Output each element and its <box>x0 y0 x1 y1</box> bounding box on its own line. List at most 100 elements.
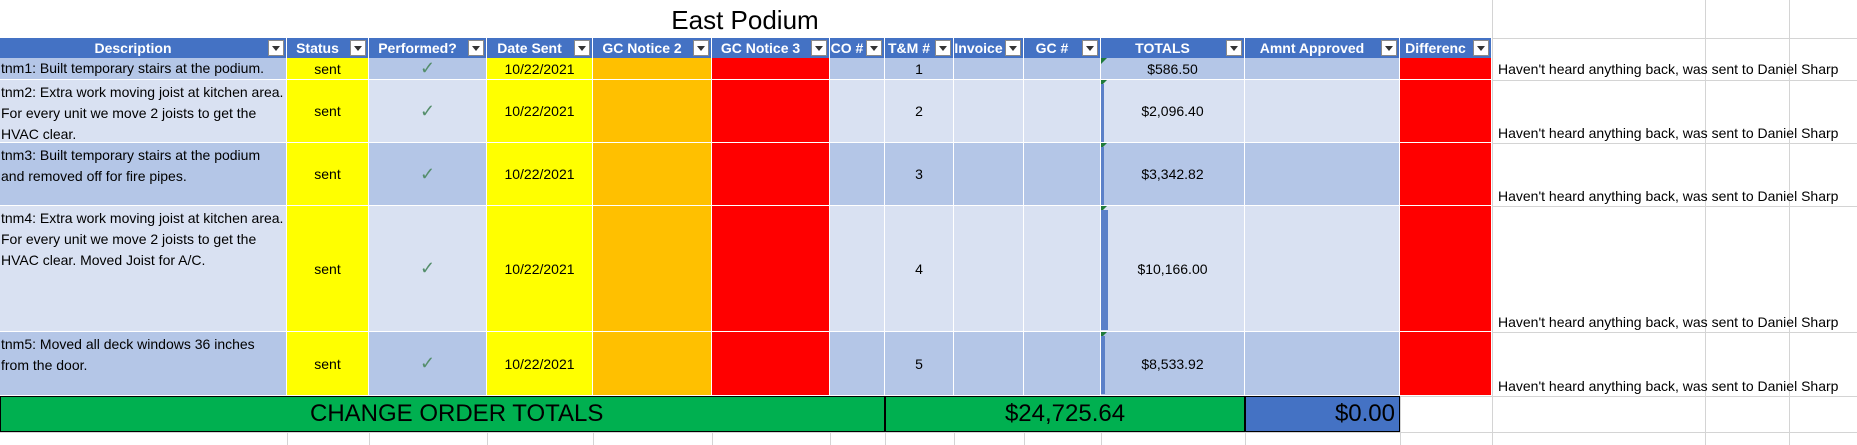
check-icon[interactable]: ✓ <box>369 332 487 396</box>
filter-active-icon[interactable] <box>468 40 484 56</box>
cell-invoice[interactable] <box>954 332 1024 396</box>
cell-description[interactable]: tnm2: Extra work moving joist at kitchen… <box>0 80 287 143</box>
header-co-number[interactable]: CO # <box>830 38 885 58</box>
header-gc-notice-2[interactable]: GC Notice 2 <box>593 38 712 58</box>
cell-status[interactable]: sent <box>287 80 369 143</box>
cell-gc-notice-3[interactable] <box>712 80 830 143</box>
cell-co-number[interactable] <box>830 206 885 332</box>
cell-note[interactable]: Haven't heard anything back, was sent to… <box>1498 188 1839 204</box>
cell-status[interactable]: sent <box>287 332 369 396</box>
cell-gc-notice-2[interactable] <box>593 143 712 206</box>
cell-tm-number[interactable]: 1 <box>885 58 954 80</box>
cell-status[interactable]: sent <box>287 58 369 80</box>
cell-co-number[interactable] <box>830 332 885 396</box>
cell-gc-notice-2[interactable] <box>593 58 712 80</box>
cell-gc-notice-2[interactable] <box>593 206 712 332</box>
cell-total[interactable]: $3,342.82 <box>1101 143 1245 206</box>
cell-tm-number[interactable]: 2 <box>885 80 954 143</box>
cell-gc-notice-2[interactable] <box>593 80 712 143</box>
check-icon[interactable]: ✓ <box>369 206 487 332</box>
cell-difference[interactable] <box>1400 206 1492 332</box>
filter-dropdown-icon[interactable] <box>350 40 366 56</box>
cell-difference[interactable] <box>1400 80 1492 143</box>
cell-status[interactable]: sent <box>287 206 369 332</box>
cell-total[interactable]: $586.50 <box>1101 58 1245 80</box>
cell-gc-number[interactable] <box>1024 332 1101 396</box>
cell-gc-notice-3[interactable] <box>712 206 830 332</box>
cell-invoice[interactable] <box>954 206 1024 332</box>
cell-gc-number[interactable] <box>1024 206 1101 332</box>
check-icon[interactable]: ✓ <box>369 143 487 206</box>
filter-dropdown-icon[interactable] <box>811 40 827 56</box>
header-tm-number[interactable]: T&M # <box>885 38 954 58</box>
cell-gc-number[interactable] <box>1024 80 1101 143</box>
header-gc-notice-3[interactable]: GC Notice 3 <box>712 38 830 58</box>
change-order-totals-label[interactable]: CHANGE ORDER TOTALS <box>0 396 885 432</box>
filter-dropdown-icon[interactable] <box>1381 40 1397 56</box>
filter-dropdown-icon[interactable] <box>1226 40 1242 56</box>
filter-dropdown-icon[interactable] <box>866 40 882 56</box>
cell-description[interactable]: tnm1: Built temporary stairs at the podi… <box>0 58 287 80</box>
cell-date-sent[interactable]: 10/22/2021 <box>487 206 593 332</box>
comment-indicator-icon[interactable] <box>1101 206 1107 212</box>
comment-indicator-icon[interactable] <box>1101 58 1107 64</box>
header-gc-number[interactable]: GC # <box>1024 38 1101 58</box>
header-performed[interactable]: Performed? <box>369 38 487 58</box>
cell-difference[interactable] <box>1400 58 1492 80</box>
cell-gc-notice-3[interactable] <box>712 332 830 396</box>
check-icon[interactable]: ✓ <box>369 58 487 80</box>
cell-amnt-approved[interactable] <box>1245 58 1400 80</box>
cell-total[interactable]: $10,166.00 <box>1101 206 1245 332</box>
cell-tm-number[interactable]: 3 <box>885 143 954 206</box>
cell-date-sent[interactable]: 10/22/2021 <box>487 143 593 206</box>
cell-note[interactable]: Haven't heard anything back, was sent to… <box>1498 125 1839 141</box>
cell-total[interactable]: $2,096.40 <box>1101 80 1245 143</box>
cell-description[interactable]: tnm4: Extra work moving joist at kitchen… <box>0 206 287 332</box>
cell-co-number[interactable] <box>830 80 885 143</box>
cell-status[interactable]: sent <box>287 143 369 206</box>
cell-date-sent[interactable]: 10/22/2021 <box>487 80 593 143</box>
cell-note[interactable]: Haven't heard anything back, was sent to… <box>1498 61 1839 77</box>
cell-description[interactable]: tnm5: Moved all deck windows 36 inches f… <box>0 332 287 396</box>
comment-indicator-icon[interactable] <box>1101 332 1107 338</box>
cell-invoice[interactable] <box>954 80 1024 143</box>
cell-gc-number[interactable] <box>1024 143 1101 206</box>
comment-indicator-icon[interactable] <box>1101 80 1107 86</box>
filter-dropdown-icon[interactable] <box>1082 40 1098 56</box>
filter-dropdown-icon[interactable] <box>693 40 709 56</box>
header-totals[interactable]: TOTALS <box>1101 38 1245 58</box>
header-description[interactable]: Description <box>0 38 287 58</box>
cell-description[interactable]: tnm3: Built temporary stairs at the podi… <box>0 143 287 206</box>
cell-amnt-approved[interactable] <box>1245 332 1400 396</box>
header-date-sent[interactable]: Date Sent <box>487 38 593 58</box>
cell-amnt-approved[interactable] <box>1245 206 1400 332</box>
sort-active-icon[interactable] <box>935 40 951 56</box>
header-difference[interactable]: Differenc <box>1400 38 1492 58</box>
cell-gc-notice-2[interactable] <box>593 332 712 396</box>
check-icon[interactable]: ✓ <box>369 80 487 143</box>
cell-difference[interactable] <box>1400 332 1492 396</box>
cell-note[interactable]: Haven't heard anything back, was sent to… <box>1498 378 1839 394</box>
cell-co-number[interactable] <box>830 58 885 80</box>
cell-invoice[interactable] <box>954 58 1024 80</box>
cell-gc-notice-3[interactable] <box>712 143 830 206</box>
cell-difference[interactable] <box>1400 143 1492 206</box>
filter-dropdown-icon[interactable] <box>268 40 284 56</box>
cell-total[interactable]: $8,533.92 <box>1101 332 1245 396</box>
cell-tm-number[interactable]: 4 <box>885 206 954 332</box>
comment-indicator-icon[interactable] <box>1101 143 1107 149</box>
cell-gc-notice-3[interactable] <box>712 58 830 80</box>
cell-co-number[interactable] <box>830 143 885 206</box>
cell-tm-number[interactable]: 5 <box>885 332 954 396</box>
cell-note[interactable]: Haven't heard anything back, was sent to… <box>1498 314 1839 330</box>
cell-gc-number[interactable] <box>1024 58 1101 80</box>
cell-date-sent[interactable]: 10/22/2021 <box>487 58 593 80</box>
filter-dropdown-icon[interactable] <box>574 40 590 56</box>
header-invoice[interactable]: Invoice <box>954 38 1024 58</box>
cell-date-sent[interactable]: 10/22/2021 <box>487 332 593 396</box>
header-status[interactable]: Status <box>287 38 369 58</box>
cell-invoice[interactable] <box>954 143 1024 206</box>
filter-dropdown-icon[interactable] <box>1473 40 1489 56</box>
header-amnt-approved[interactable]: Amnt Approved <box>1245 38 1400 58</box>
cell-amnt-approved[interactable] <box>1245 143 1400 206</box>
